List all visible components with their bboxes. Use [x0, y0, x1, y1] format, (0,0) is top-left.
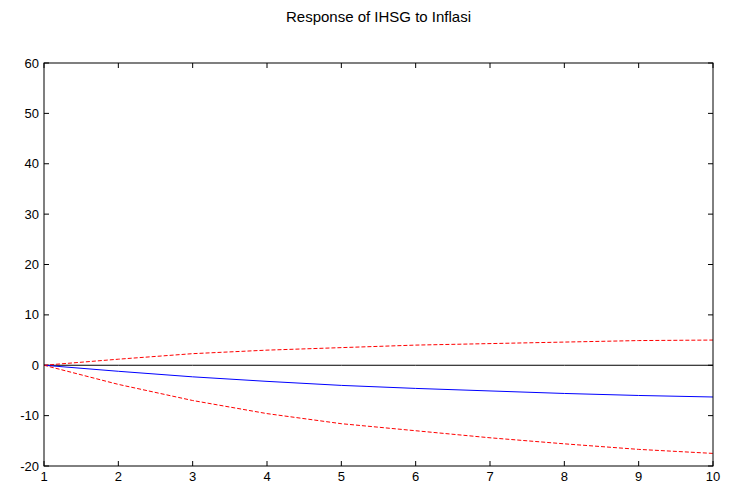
x-tick-label: 8 — [561, 469, 568, 484]
chart: Response of IHSG to Inflasi -20 -10 0 10 20 30… — [0, 0, 743, 487]
y-tick — [44, 264, 49, 265]
y-tick — [708, 163, 713, 164]
x-tick-label: 10 — [706, 469, 720, 484]
x-tick-label: 7 — [486, 469, 493, 484]
plot-frame — [44, 63, 713, 466]
x-tick — [490, 63, 491, 68]
y-tick-label: 40 — [25, 156, 39, 171]
y-tick — [708, 214, 713, 215]
x-tick — [415, 63, 416, 68]
x-tick — [415, 461, 416, 466]
y-tick-label: -20 — [20, 459, 39, 474]
y-tick-label: 10 — [25, 307, 39, 322]
y-tick — [44, 415, 49, 416]
y-tick — [44, 214, 49, 215]
x-tick — [192, 461, 193, 466]
y-tick-label: 60 — [25, 56, 39, 71]
plot-lines — [44, 340, 713, 453]
y-tick-label: 0 — [32, 358, 39, 373]
x-tick-label: 1 — [40, 469, 47, 484]
x-tick — [638, 63, 639, 68]
y-tick — [708, 415, 713, 416]
series-line — [44, 365, 713, 453]
x-tick — [192, 63, 193, 68]
y-tick — [708, 113, 713, 114]
x-tick-label: 5 — [338, 469, 345, 484]
x-tick-label: 4 — [263, 469, 270, 484]
x-tick — [267, 63, 268, 68]
y-tick — [708, 314, 713, 315]
x-tick — [638, 461, 639, 466]
series-line — [44, 340, 713, 365]
x-tick — [341, 461, 342, 466]
x-tick — [118, 461, 119, 466]
x-tick-label: 2 — [115, 469, 122, 484]
series-line — [44, 365, 713, 366]
y-tick — [44, 314, 49, 315]
x-tick — [118, 63, 119, 68]
x-tick — [267, 461, 268, 466]
y-tick-label: 30 — [25, 207, 39, 222]
title: Response of IHSG to Inflasi — [286, 8, 471, 25]
x-tick — [341, 63, 342, 68]
y-tick-label: -10 — [20, 408, 39, 423]
y-tick-label: 50 — [25, 106, 39, 121]
y-tick — [708, 264, 713, 265]
y-tick — [44, 163, 49, 164]
x-tick-label: 9 — [635, 469, 642, 484]
x-tick-label: 3 — [189, 469, 196, 484]
series-line — [44, 365, 713, 397]
x-tick-label: 6 — [412, 469, 419, 484]
y-tick-label: 20 — [25, 257, 39, 272]
x-tick — [490, 461, 491, 466]
y-tick — [44, 113, 49, 114]
x-tick — [564, 461, 565, 466]
x-tick — [564, 63, 565, 68]
